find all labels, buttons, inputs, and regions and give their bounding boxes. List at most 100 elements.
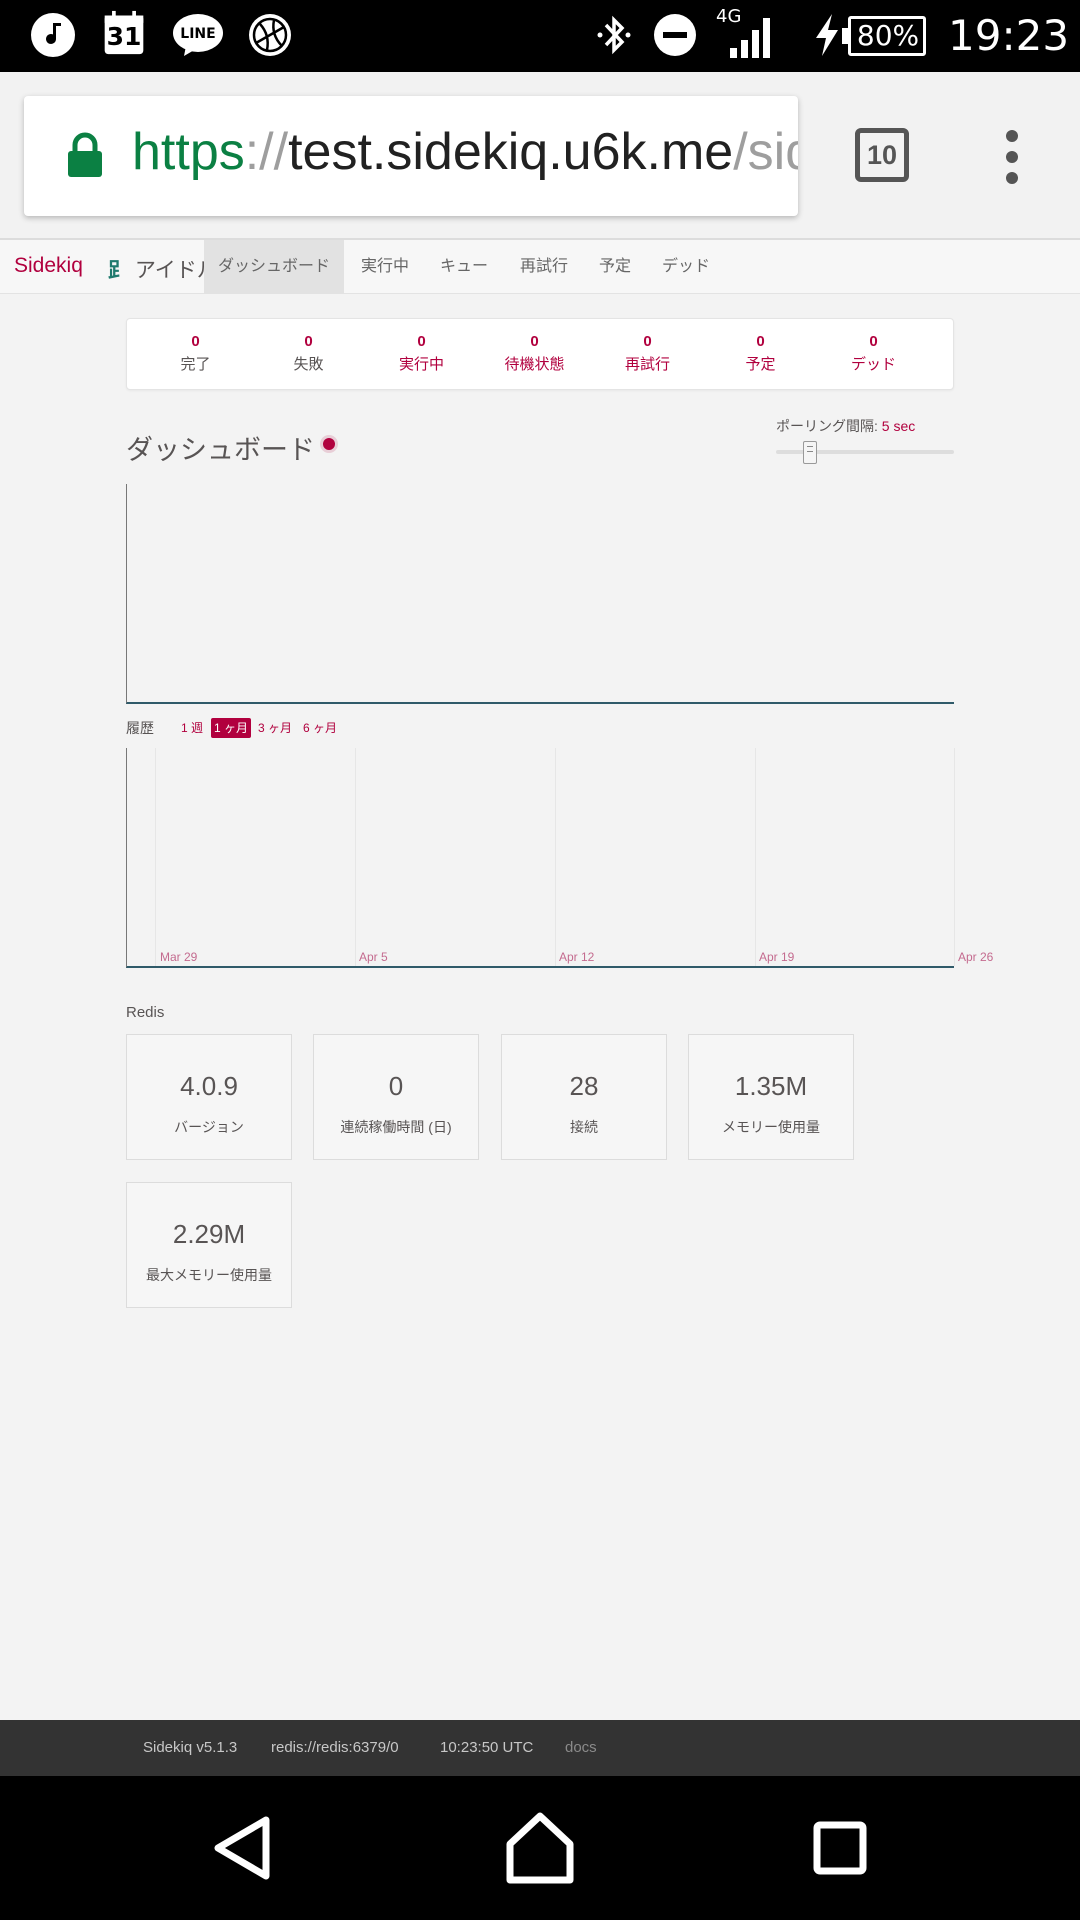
page-title: ダッシュボード: [126, 435, 315, 465]
url-scheme: https: [132, 123, 245, 181]
url-path: /sidekiq: [733, 123, 798, 181]
stat-value: 0: [643, 333, 652, 350]
redis-stat-label: 最大メモリー使用量: [146, 1267, 272, 1283]
stat-value: 0: [191, 333, 200, 350]
calendar-day: 31: [106, 22, 142, 51]
home-icon[interactable]: [498, 1806, 582, 1890]
recents-icon[interactable]: [798, 1806, 882, 1890]
stat-retries[interactable]: 0 再試行: [591, 333, 704, 374]
url-text[interactable]: https://test.sidekiq.u6k.me/sidekiq: [132, 122, 798, 182]
x-tick-label: Mar 29: [160, 950, 198, 964]
tab-retries[interactable]: 再試行: [519, 258, 568, 275]
tab-busy[interactable]: 実行中: [360, 258, 409, 275]
stat-value: 0: [417, 333, 426, 350]
redis-version-card: 4.0.9 バージョン: [126, 1034, 292, 1160]
do-not-disturb-icon: [654, 14, 696, 56]
footer-server-time: 10:23:50 UTC: [440, 1739, 534, 1756]
grid-line: [555, 748, 556, 966]
history-label: 履歴: [126, 720, 154, 736]
tab-dead[interactable]: デッド: [661, 258, 710, 275]
redis-stat-label: 接続: [570, 1119, 598, 1135]
poll-interval-value: 5 sec: [881, 418, 916, 434]
footer-redis-url: redis://redis:6379/0: [271, 1739, 399, 1756]
browser-toolbar: https://test.sidekiq.u6k.me/sidekiq 10: [0, 72, 1080, 240]
range-1-week[interactable]: 1 週: [181, 721, 204, 735]
redis-section-title: Redis: [126, 1004, 165, 1021]
x-tick-label: Apr 19: [759, 950, 795, 964]
tab-dashboard[interactable]: ダッシュボード: [204, 240, 344, 294]
poll-interval-slider[interactable]: [776, 450, 954, 454]
music-note-icon: [31, 13, 75, 57]
redis-uptime-card: 0 連続稼働時間 (日): [313, 1034, 479, 1160]
brand-link[interactable]: Sidekiq: [14, 254, 83, 277]
stat-label: 失敗: [293, 356, 324, 373]
poll-interval-text: ポーリング間隔:: [776, 418, 878, 434]
x-tick-label: Apr 12: [559, 950, 595, 964]
redis-stat-value: 0: [388, 1071, 404, 1101]
stat-label: 再試行: [624, 356, 670, 373]
sidekiq-navbar: Sidekiq ‪⻊ アイドル ダッシュボード 実行中 キュー 再試行 予定 デ…: [0, 240, 1080, 294]
network-type: 4G: [716, 6, 742, 27]
line-label: LINE: [180, 26, 216, 42]
charging-icon: [816, 14, 838, 56]
stat-label: 待機状態: [504, 356, 565, 373]
stat-processed[interactable]: 0 完了: [139, 333, 252, 374]
system-navigation-bar: [0, 1776, 1080, 1920]
range-3-months[interactable]: 3 ヶ月: [258, 721, 293, 735]
battery-tip: [842, 28, 848, 44]
url-host: test.sidekiq.u6k.me: [288, 123, 734, 181]
grid-line: [755, 748, 756, 966]
redis-stat-label: バージョン: [174, 1119, 244, 1135]
grid-line: [355, 748, 356, 966]
stat-busy[interactable]: 0 実行中: [365, 333, 478, 374]
redis-stat-label: 連続稼働時間 (日): [340, 1119, 452, 1135]
calendar-icon: [104, 10, 144, 55]
redis-memory-card: 1.35M メモリー使用量: [688, 1034, 854, 1160]
stat-label: 予定: [745, 356, 776, 373]
process-status: ‪⻊ アイドル: [108, 254, 218, 284]
clock: 19:23: [948, 11, 1070, 60]
redis-connections-card: 28 接続: [501, 1034, 667, 1160]
redis-stat-value: 2.29M: [172, 1219, 246, 1249]
line-app-icon: [173, 14, 223, 56]
range-1-month[interactable]: 1 ヶ月: [211, 718, 252, 738]
url-separator: ://: [244, 123, 289, 181]
redis-stat-value: 4.0.9: [180, 1071, 238, 1101]
redis-stat-value: 28: [569, 1071, 599, 1101]
poll-interval-label: ポーリング間隔: 5 sec: [776, 416, 915, 436]
tab-scheduled[interactable]: 予定: [598, 258, 631, 275]
stat-value: 0: [304, 333, 313, 350]
range-6-months[interactable]: 6 ヶ月: [303, 721, 338, 735]
footer-docs-link[interactable]: docs: [565, 1739, 597, 1756]
redis-stat-value: 1.35M: [734, 1071, 808, 1101]
summary-bar: 0 完了 0 失敗 0 実行中 0 待機状態 0 再試行 0 予定 0 デッド: [126, 318, 954, 390]
realtime-chart: [126, 484, 954, 704]
signal-icon: [730, 18, 770, 58]
tab-queues[interactable]: キュー: [439, 258, 488, 275]
footer-version: Sidekiq v5.1.3: [143, 1739, 238, 1756]
battery-level: 80%: [856, 19, 920, 52]
stat-label: デッド: [850, 356, 896, 373]
address-bar[interactable]: https://test.sidekiq.u6k.me/sidekiq: [24, 96, 798, 216]
beacon-indicator: [323, 438, 335, 450]
poll-interval-slider-handle[interactable]: [803, 441, 817, 464]
stat-failed[interactable]: 0 失敗: [252, 333, 365, 374]
grid-line: [155, 748, 156, 966]
status-bar: 31 LINE 4G 80% 19:23: [0, 0, 1080, 72]
basketball-icon: [249, 14, 291, 56]
lock-icon: [68, 132, 102, 177]
redis-peak-memory-card: 2.29M 最大メモリー使用量: [126, 1182, 292, 1308]
back-icon[interactable]: [200, 1806, 284, 1890]
stat-scheduled[interactable]: 0 予定: [704, 333, 817, 374]
person-walking-icon: ‪⻊: [108, 259, 129, 282]
footer: Sidekiq v5.1.3 redis://redis:6379/0 10:2…: [0, 1720, 1080, 1776]
stat-dead[interactable]: 0 デッド: [817, 333, 930, 374]
stat-enqueued[interactable]: 0 待機状態: [478, 333, 591, 374]
tab-switcher-button[interactable]: 10: [855, 128, 909, 182]
overflow-menu-icon[interactable]: [1000, 130, 1024, 184]
process-status-label: アイドル: [134, 259, 218, 282]
stat-label: 実行中: [398, 356, 444, 373]
grid-line: [954, 748, 955, 966]
stat-value: 0: [756, 333, 765, 350]
stat-value: 0: [530, 333, 539, 350]
